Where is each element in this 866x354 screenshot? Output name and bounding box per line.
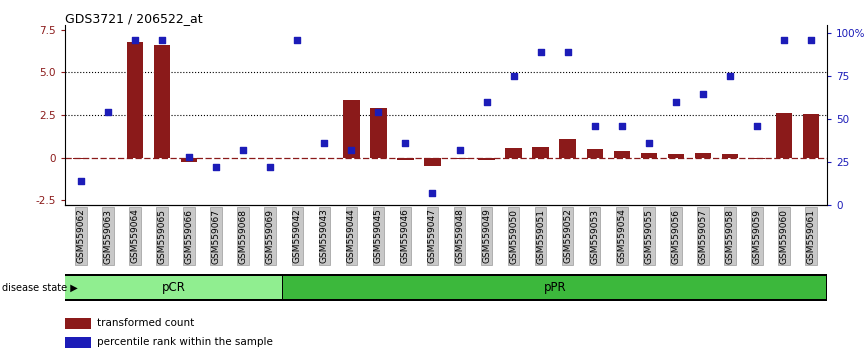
Text: GSM559053: GSM559053 [590,209,599,264]
Point [777,38,791,43]
Text: percentile rank within the sample: percentile rank within the sample [98,337,274,347]
Text: GSM559069: GSM559069 [266,209,275,264]
Text: GSM559052: GSM559052 [563,209,572,263]
Text: GSM559044: GSM559044 [347,209,356,263]
Point [263,165,277,170]
Text: disease state ▶: disease state ▶ [2,282,77,293]
Point [210,165,223,170]
Text: GSM559064: GSM559064 [131,209,139,263]
Bar [506,148,521,158]
Point [74,178,88,184]
Bar [181,158,197,162]
Text: pPR: pPR [544,281,566,294]
Bar [533,147,549,158]
Text: GSM559051: GSM559051 [536,209,545,264]
Text: GSM559063: GSM559063 [104,209,113,264]
Point [669,99,682,105]
Point [533,50,547,55]
Point [804,38,818,43]
Point [560,50,574,55]
Text: GSM559065: GSM559065 [158,209,167,264]
Bar [749,158,765,159]
Text: GSM559061: GSM559061 [806,209,815,264]
Point [290,38,304,43]
Point [183,154,197,160]
Text: GSM559055: GSM559055 [644,209,653,264]
Bar [371,108,386,158]
Text: GSM559045: GSM559045 [374,209,383,263]
Bar [65,337,91,348]
Point [236,148,250,153]
Text: GSM559062: GSM559062 [77,209,86,263]
Text: GSM559059: GSM559059 [753,209,761,264]
Bar [397,158,414,160]
Text: GSM559054: GSM559054 [617,209,626,263]
Bar [66,276,282,299]
Text: GSM559050: GSM559050 [509,209,518,264]
Point [695,91,709,96]
Text: GSM559067: GSM559067 [212,209,221,264]
Point [398,141,412,146]
Text: GSM559066: GSM559066 [184,209,194,264]
Point [615,124,629,129]
Bar [559,139,576,158]
Bar [478,158,494,160]
Point [723,74,737,79]
Bar [343,100,359,158]
Text: GSM559056: GSM559056 [671,209,680,264]
Bar [73,158,89,159]
Point [318,141,332,146]
Bar [154,45,171,158]
Bar [65,318,91,329]
Bar [641,153,656,158]
Point [480,99,494,105]
Point [642,141,656,146]
Point [372,110,385,115]
Text: pCR: pCR [162,281,185,294]
Text: GSM559047: GSM559047 [428,209,437,263]
Text: GSM559060: GSM559060 [779,209,788,264]
Text: GSM559048: GSM559048 [455,209,464,263]
Bar [586,149,603,158]
Point [345,148,359,153]
Bar [721,154,738,158]
Bar [127,42,143,158]
Text: transformed count: transformed count [98,318,195,328]
Text: GSM559068: GSM559068 [239,209,248,264]
Point [588,124,602,129]
Text: GSM559057: GSM559057 [698,209,708,264]
Point [750,124,764,129]
Text: GSM559049: GSM559049 [482,209,491,263]
Text: GSM559042: GSM559042 [293,209,302,263]
Point [155,38,169,43]
Bar [695,153,711,158]
Text: GSM559043: GSM559043 [320,209,329,263]
Point [425,190,439,196]
Point [453,148,467,153]
Bar [613,151,630,158]
Point [507,74,520,79]
Point [101,110,115,115]
Text: GDS3721 / 206522_at: GDS3721 / 206522_at [65,12,203,25]
Bar [283,276,826,299]
Text: GSM559046: GSM559046 [401,209,410,263]
Point [128,38,142,43]
Bar [451,158,468,159]
Bar [803,114,819,158]
Bar [776,113,792,158]
Bar [668,154,684,158]
Bar [424,158,441,166]
Text: GSM559058: GSM559058 [725,209,734,264]
